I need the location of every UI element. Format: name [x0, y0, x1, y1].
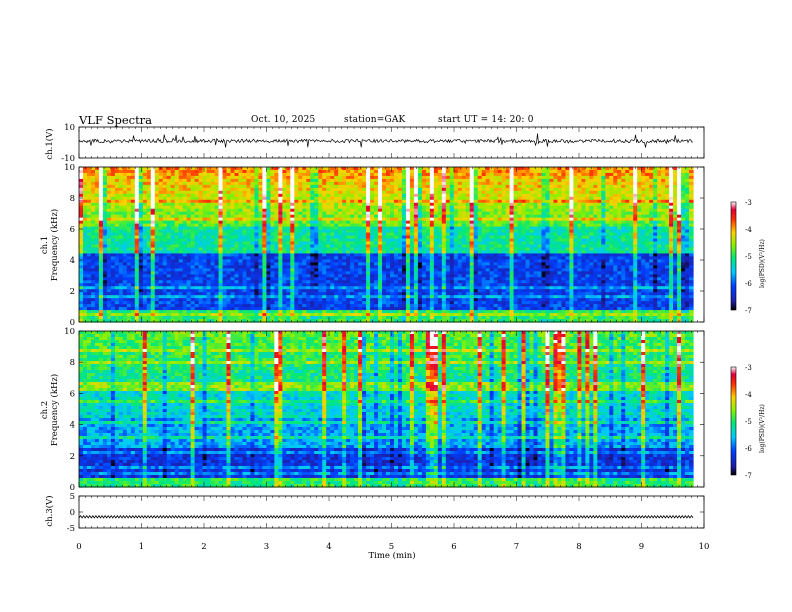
spectrogram-ch2 [79, 331, 694, 488]
cb2-tick-m4: -4 [745, 391, 752, 399]
date-label: Oct. 10, 2025 [251, 115, 316, 125]
cb1-tick-m3: -3 [745, 199, 752, 207]
xtick-label-8: 8 [576, 542, 581, 552]
ytick-label-p0-0: 10 [64, 123, 75, 133]
colorbar-ch1: -3 -4 -5 -6 -7 log(PSD)(V²/Hz) [730, 199, 766, 315]
ch1-waveform-ylabel: ch.1(V) [44, 128, 55, 159]
ytick-label-p2-5: 10 [64, 327, 75, 337]
ch2-spectrogram-ylabel: ch.2Frequency (kHz) [40, 374, 60, 446]
xtick-label-2: 2 [201, 542, 206, 552]
cb1-tick-m5: -5 [745, 253, 752, 261]
x-axis-label: Time (min) [368, 550, 415, 561]
cb1-tick-m4: -4 [745, 226, 752, 234]
ytick-label-p2-4: 8 [70, 358, 75, 368]
cb2-tick-m3: -3 [745, 364, 752, 372]
xtick-label-6: 6 [451, 542, 456, 552]
figure-title: VLF Spectra [79, 113, 153, 127]
ytick-label-p1-4: 8 [70, 194, 75, 204]
cb1-tick-m7: -7 [745, 307, 752, 315]
ytick-label-p3-1: 0 [70, 508, 75, 518]
ytick-label-p1-3: 6 [70, 225, 75, 235]
ytick-label-p0-1: -10 [61, 154, 75, 164]
ytick-label-p2-1: 2 [70, 452, 75, 462]
colorbar-ch2-gradient [731, 367, 736, 475]
ch3-waveform-ylabel: ch.3(V) [44, 495, 55, 526]
colorbar-ch2: -3 -4 -5 -6 -7 log(PSD)(V²/Hz) [730, 364, 766, 480]
xtick-label-4: 4 [326, 542, 331, 552]
station-label: station=GAK [344, 115, 406, 125]
xtick-label-10: 10 [699, 542, 710, 552]
xtick-label-0: 0 [76, 542, 81, 552]
ytick-label-p2-2: 4 [70, 421, 75, 431]
ch1-waveform-line [78, 133, 694, 148]
colorbar-ch1-gradient [731, 202, 736, 310]
ytick-label-p1-5: 10 [64, 163, 75, 173]
ytick-label-p3-0: 5 [70, 492, 75, 502]
xtick-label-1: 1 [139, 542, 144, 552]
xtick-label-7: 7 [514, 542, 519, 552]
ytick-label-p1-2: 4 [70, 256, 75, 266]
start-ut-label: start UT = 14: 20: 0 [438, 115, 534, 125]
cb2-tick-m7: -7 [745, 472, 752, 480]
cb2-tick-m5: -5 [745, 418, 752, 426]
spectrogram-ch1 [79, 167, 694, 323]
ytick-label-p2-0: 0 [70, 483, 75, 493]
ytick-label-p1-0: 0 [70, 318, 75, 328]
cb2-tick-m6: -6 [745, 445, 752, 453]
ytick-label-p1-1: 2 [70, 287, 75, 297]
cb1-tick-m6: -6 [745, 280, 752, 288]
cb1-label: log(PSD)(V²/Hz) [759, 239, 766, 288]
cb2-label: log(PSD)(V²/Hz) [759, 404, 766, 453]
ytick-label-p3-2: -5 [67, 524, 75, 534]
xtick-label-9: 9 [639, 542, 644, 552]
xtick-label-5: 5 [389, 542, 394, 552]
ch1-spectrogram-ylabel: ch.1Frequency (kHz) [40, 209, 60, 281]
xtick-label-3: 3 [264, 542, 269, 552]
ytick-label-p2-3: 6 [70, 389, 75, 399]
ch3-waveform-line [78, 514, 694, 519]
